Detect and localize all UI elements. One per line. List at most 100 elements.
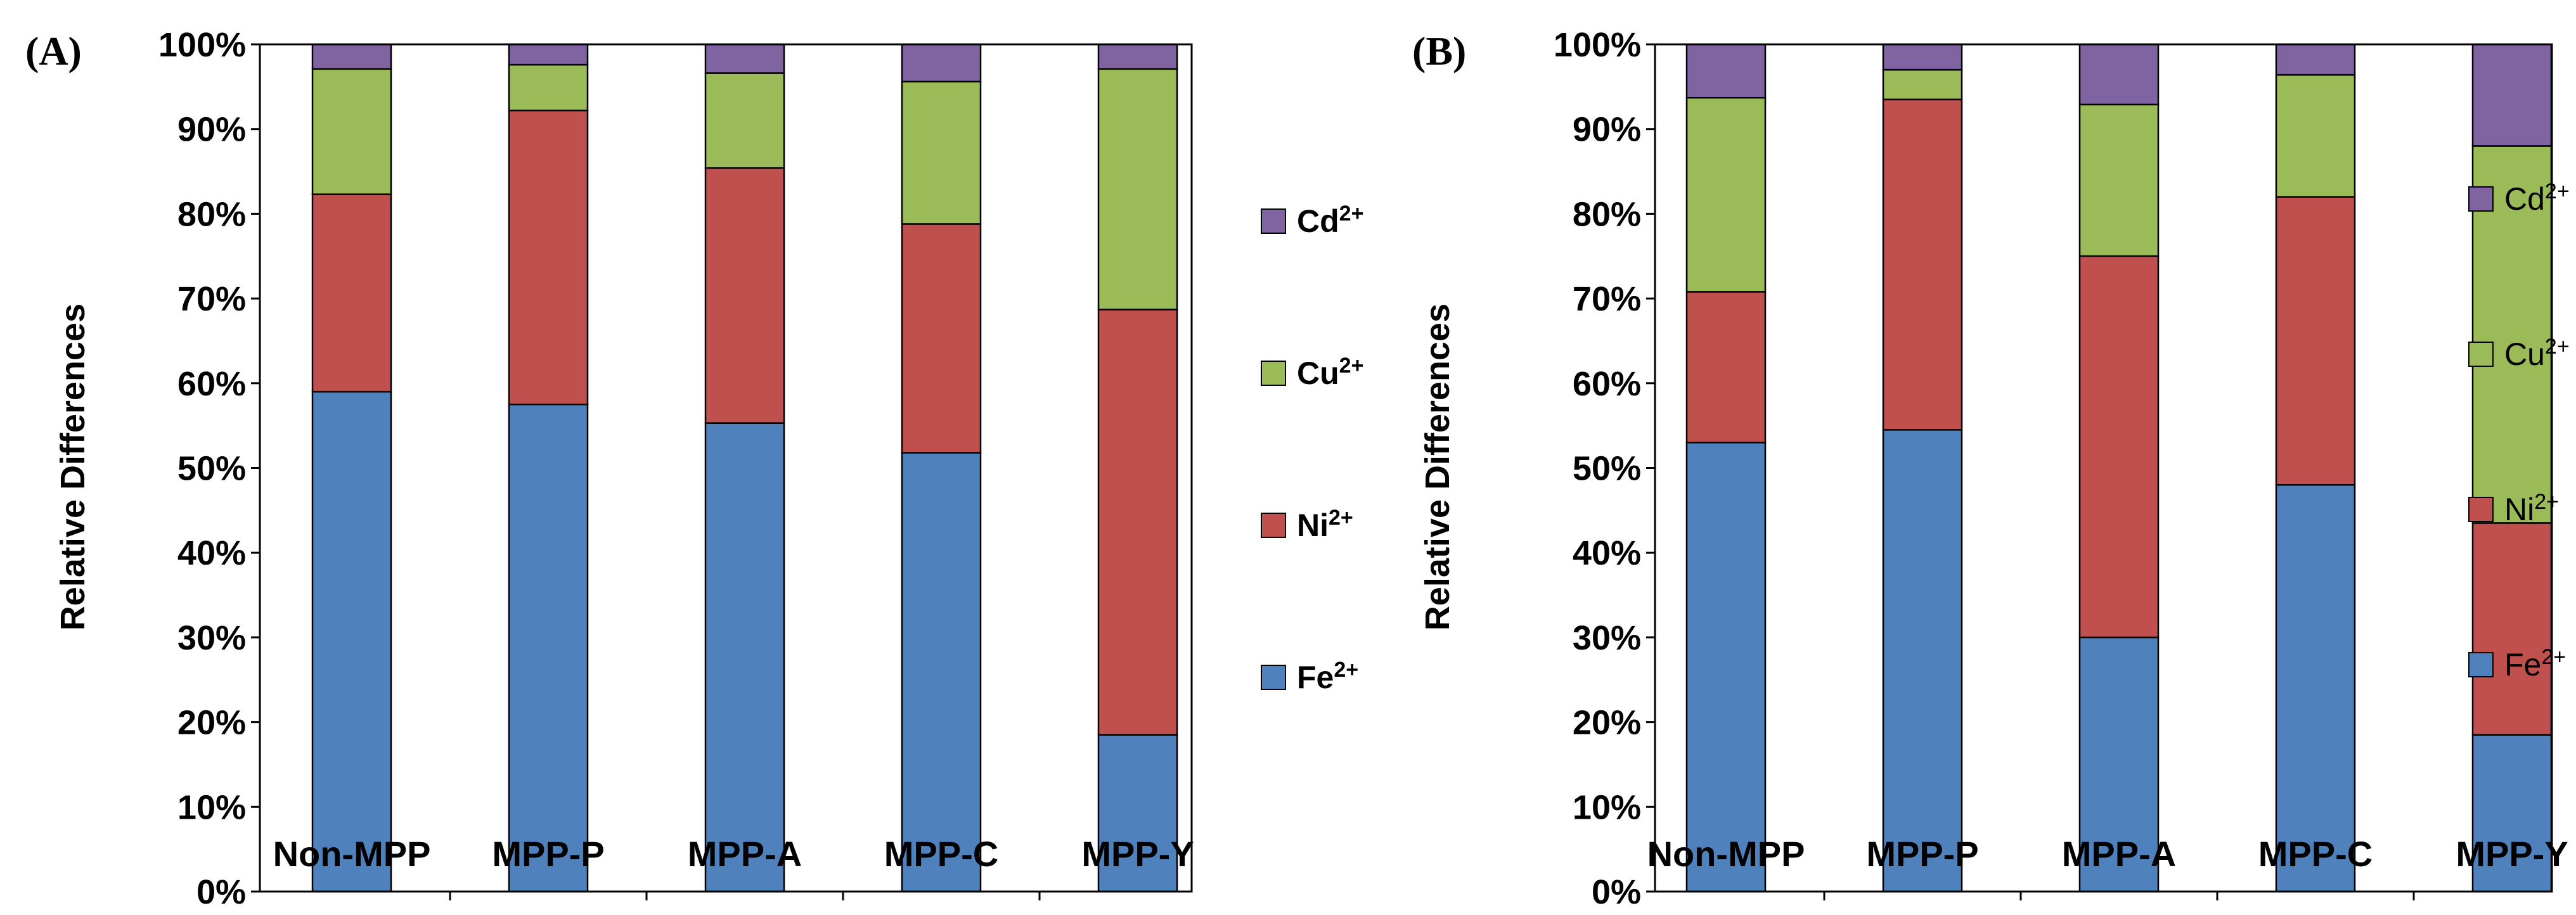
legend-item-ni: Ni2+ bbox=[1261, 506, 1353, 543]
x-tick-label-mpp-y: MPP-Y bbox=[2456, 834, 2568, 874]
bars-b bbox=[1685, 43, 2553, 893]
y-tick-labels-b: 0% 10% 20% 30% 40% 50% 60% 70% 80% 90% 100% bbox=[1554, 26, 1655, 911]
chart-panel-b: (B) Relative Differences 0% 10% 20% 30% 40% 5… bbox=[1412, 26, 2570, 911]
legend-item-fe: Fe2+ bbox=[1261, 658, 1358, 695]
legend-label-fe: Fe2+ bbox=[1297, 658, 1358, 695]
bar-segment-cu-mpp-p bbox=[508, 63, 589, 112]
y-tick-label: 10% bbox=[177, 788, 246, 826]
legend-label-ni: Ni2+ bbox=[1297, 506, 1353, 543]
y-tick-label: 70% bbox=[177, 280, 246, 318]
x-tick-label-non-mpp: Non-MPP bbox=[1647, 834, 1805, 874]
bar-segment-ni-mpp-c bbox=[2275, 196, 2356, 486]
bar-segment-fe-mpp-p bbox=[1882, 429, 1963, 893]
legend-item-cd: Cd2+ bbox=[1261, 202, 1363, 239]
plot-area-border bbox=[259, 43, 1193, 893]
plot-frame-a bbox=[259, 43, 1193, 900]
legend-b: Cd2+Cu2+Ni2+Fe2+ bbox=[2468, 179, 2570, 682]
x-tick-label-mpp-p: MPP-P bbox=[492, 834, 604, 874]
bar-segment-ni-non-mpp bbox=[311, 193, 392, 393]
y-tick-label: 50% bbox=[177, 450, 246, 488]
plot-area-border bbox=[1654, 43, 2553, 893]
bar-segment-cd-mpp-p bbox=[1882, 43, 1963, 71]
bar-segment-fe-non-mpp bbox=[311, 390, 392, 893]
bar-segment-cd-mpp-c bbox=[901, 43, 982, 83]
bar-segment-cd-non-mpp bbox=[1685, 43, 1767, 99]
bar-segment-cu-non-mpp bbox=[311, 68, 392, 195]
legend-a: Cd2+ Cu2+ Ni2+ Fe2+ bbox=[1261, 202, 1363, 695]
legend-label-cu: Cu2+ bbox=[1297, 354, 1363, 391]
x-tick-label-mpp-a: MPP-A bbox=[2062, 834, 2176, 874]
y-tick-label: 70% bbox=[1573, 280, 1641, 318]
bar-segment-fe-mpp-y bbox=[2471, 734, 2553, 893]
bar-segment-fe-mpp-c bbox=[2275, 483, 2356, 893]
y-tick-label: 100% bbox=[158, 26, 246, 64]
y-tick-label: 50% bbox=[1573, 450, 1641, 488]
x-tick-labels-b: Non-MPP MPP-P MPP-A MPP-C MPP-Y bbox=[1647, 834, 2568, 874]
y-tick-label: 80% bbox=[1573, 195, 1641, 233]
bar-segment-cu-mpp-y bbox=[1097, 68, 1178, 310]
y-tick-label: 90% bbox=[1573, 111, 1641, 149]
y-tick-label: 40% bbox=[1573, 534, 1641, 572]
y-tick-label: 40% bbox=[177, 534, 246, 572]
panel-label-b: (B) bbox=[1412, 29, 1466, 74]
y-tick-label: 0% bbox=[196, 873, 246, 911]
x-tick-labels-a: Non-MPP MPP-P MPP-A MPP-C MPP-Y bbox=[273, 834, 1194, 874]
y-tick-label: 30% bbox=[177, 619, 246, 657]
bar-segment-fe-mpp-p bbox=[508, 403, 589, 893]
x-tick-label-mpp-a: MPP-A bbox=[688, 834, 802, 874]
bar-segment-cu-non-mpp bbox=[1685, 96, 1767, 293]
legend-item-cu: Cu2+ bbox=[1261, 354, 1363, 391]
bar-segment-cd-mpp-y bbox=[2471, 43, 2553, 147]
y-tick-label: 20% bbox=[1573, 704, 1641, 742]
bar-segment-fe-non-mpp bbox=[1685, 442, 1767, 893]
chart-panel-a: (A) Relative Differences 0% 10% 20% 30% 40% 5… bbox=[25, 26, 1363, 911]
bar-segment-fe-mpp-a bbox=[704, 422, 785, 893]
bar-segment-cu-mpp-p bbox=[1882, 68, 1963, 101]
legend-swatch-fe bbox=[2468, 652, 2494, 677]
bar-segment-ni-mpp-p bbox=[1882, 98, 1963, 431]
y-tick-label: 100% bbox=[1554, 26, 1641, 64]
legend-label-cu: Cu2+ bbox=[2504, 335, 2570, 372]
bar-segment-cd-mpp-y bbox=[1097, 43, 1178, 70]
bar-segment-cu-mpp-c bbox=[901, 80, 982, 225]
bar-segment-cu-mpp-a bbox=[2078, 103, 2160, 257]
bar-segment-ni-mpp-y bbox=[1097, 309, 1178, 736]
legend-item-cu: Cu2+ bbox=[2468, 335, 2570, 372]
legend-label-cd: Cd2+ bbox=[1297, 202, 1363, 239]
y-tick-label: 80% bbox=[177, 195, 246, 233]
legend-swatch-cu bbox=[1261, 361, 1286, 386]
plot-frame-b bbox=[1654, 43, 2553, 900]
legend-swatch-cu bbox=[2468, 342, 2494, 367]
legend-label-cd: Cd2+ bbox=[2504, 179, 2570, 217]
x-tick-label-mpp-p: MPP-P bbox=[1866, 834, 1978, 874]
x-tick-label-mpp-c: MPP-C bbox=[884, 834, 998, 874]
bar-segment-ni-mpp-a bbox=[2078, 255, 2160, 639]
bar-segment-ni-mpp-y bbox=[2471, 522, 2553, 736]
bars-a bbox=[311, 43, 1178, 893]
legend-swatch-ni bbox=[2468, 497, 2494, 522]
y-tick-label: 60% bbox=[1573, 365, 1641, 403]
bar-segment-cd-mpp-p bbox=[508, 43, 589, 66]
legend-swatch-cd bbox=[2468, 186, 2494, 212]
bar-segment-fe-mpp-y bbox=[1097, 734, 1178, 893]
legend-swatch-fe bbox=[1261, 665, 1286, 690]
bar-segment-cd-mpp-a bbox=[704, 43, 785, 74]
y-tick-label: 20% bbox=[177, 704, 246, 742]
x-tick-label-mpp-y: MPP-Y bbox=[1081, 834, 1194, 874]
y-axis-title-b: Relative Differences bbox=[1419, 304, 1457, 630]
y-tick-label: 30% bbox=[1573, 619, 1641, 657]
bar-segment-ni-mpp-a bbox=[704, 167, 785, 424]
bar-segment-cd-non-mpp bbox=[311, 43, 392, 70]
legend-swatch-cd bbox=[1261, 208, 1286, 234]
y-tick-label: 90% bbox=[177, 111, 246, 149]
legend-label-fe: Fe2+ bbox=[2504, 645, 2566, 682]
bar-segment-ni-mpp-p bbox=[508, 110, 589, 406]
legend-swatch-ni bbox=[1261, 513, 1286, 538]
bar-segment-cu-mpp-c bbox=[2275, 74, 2356, 198]
bar-segment-fe-mpp-c bbox=[901, 452, 982, 893]
y-tick-label: 10% bbox=[1573, 788, 1641, 826]
bar-segment-cd-mpp-c bbox=[2275, 43, 2356, 76]
y-tick-labels-a: 0% 10% 20% 30% 40% 50% 60% 70% 80% 90% 100% bbox=[158, 26, 260, 911]
bar-segment-cd-mpp-a bbox=[2078, 43, 2160, 106]
